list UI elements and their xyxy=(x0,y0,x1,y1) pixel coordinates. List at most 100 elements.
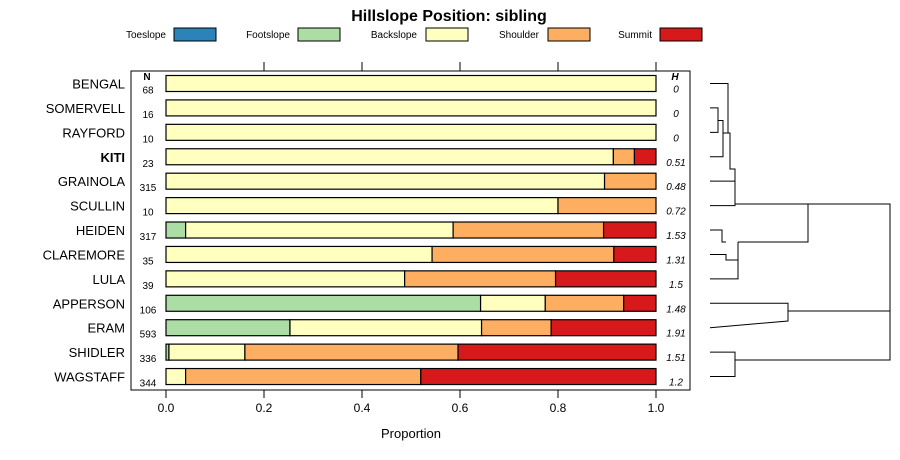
soil-label-bengal: BENGAL xyxy=(72,77,125,92)
bar-segment-shoulder xyxy=(480,319,552,337)
legend-label-shoulder: Shoulder xyxy=(499,30,540,41)
soil-label-shidler: SHIDLER xyxy=(69,345,125,360)
soil-label-lula: LULA xyxy=(92,272,125,287)
h-value: 1.2 xyxy=(669,378,683,389)
dendrogram-branch xyxy=(710,253,739,264)
bar-segment-shoulder xyxy=(544,294,625,312)
n-value: 68 xyxy=(142,86,154,97)
bar-segment-summit xyxy=(554,270,657,288)
bar-segment-backslope xyxy=(185,221,454,239)
bar-segment-backslope xyxy=(168,343,246,361)
bar-segment-footslope xyxy=(165,294,482,312)
h-value: 0.51 xyxy=(666,158,685,169)
bar-segment-backslope xyxy=(165,197,559,215)
bar-segment-backslope xyxy=(289,319,483,337)
bar-segment-shoulder xyxy=(612,148,636,166)
bar-segment-shoulder xyxy=(404,270,557,288)
bar-segment-shoulder xyxy=(244,343,459,361)
bar-rows: BENGAL 68 0 SOMERVELL 16 0 RAYFORD 10 0 KITI 23 0.5… xyxy=(43,74,686,390)
row-somervell: SOMERVELL 16 0 xyxy=(46,99,679,121)
row-bengal: BENGAL 68 0 xyxy=(72,74,679,97)
h-value: 1.53 xyxy=(666,231,686,242)
h-value: 0 xyxy=(673,85,679,96)
bar-segment-shoulder xyxy=(557,197,657,215)
n-value: 10 xyxy=(142,208,154,219)
h-value: 1.51 xyxy=(666,353,685,364)
bar-segment-backslope xyxy=(165,245,433,264)
bar-segment-backslope xyxy=(165,270,406,288)
legend-label-backslope: Backslope xyxy=(371,30,418,41)
soil-label-rayford: RAYFORD xyxy=(62,125,125,140)
n-column-header: N xyxy=(143,72,150,83)
soil-label-kiti: KITI xyxy=(100,150,125,165)
x-tick-label: 0.8 xyxy=(550,401,567,415)
n-value: 10 xyxy=(142,134,154,145)
soil-label-eram: ERAM xyxy=(87,321,125,336)
h-value: 1.91 xyxy=(666,329,685,340)
x-tick-label: 0.4 xyxy=(354,401,371,415)
bar-segment-footslope xyxy=(165,221,187,239)
legend-swatch-footslope xyxy=(297,27,341,42)
legend-swatch-shoulder xyxy=(547,27,591,42)
n-value: 16 xyxy=(142,110,154,121)
row-shidler: SHIDLER 336 1.51 xyxy=(69,343,686,365)
soil-label-claremore: CLAREMORE xyxy=(43,247,126,262)
n-value: 315 xyxy=(140,183,157,194)
row-grainola: GRAINOLA 315 0.48 xyxy=(58,172,686,194)
row-apperson: APPERSON 106 1.48 xyxy=(53,294,686,316)
bar-segment-backslope xyxy=(479,294,546,312)
h-value: 0.72 xyxy=(666,207,686,218)
n-value: 106 xyxy=(140,305,157,316)
bar-segment-backslope xyxy=(165,367,187,386)
legend-label-summit: Summit xyxy=(618,30,652,41)
row-rayford: RAYFORD 10 0 xyxy=(62,123,679,145)
legend-swatch-backslope xyxy=(425,27,469,42)
h-value: 1.31 xyxy=(666,255,685,266)
soil-label-scullin: SCULLIN xyxy=(70,199,125,214)
bar-segment-summit xyxy=(457,343,657,361)
chart-title: Hillslope Position: sibling xyxy=(351,8,547,25)
row-claremore: CLAREMORE 35 1.31 xyxy=(43,245,686,267)
dendrogram-branch xyxy=(735,311,891,361)
dendrogram-branch xyxy=(710,120,724,158)
n-value: 317 xyxy=(140,232,157,243)
bar-segment-backslope xyxy=(165,99,657,117)
bar-segment-summit xyxy=(420,367,657,386)
h-value: 0 xyxy=(673,133,679,144)
legend: Toeslope Footslope Backslope Shoulder Summit xyxy=(126,27,703,42)
soil-label-somervell: SOMERVELL xyxy=(46,101,125,116)
h-value: 0.48 xyxy=(666,182,686,193)
row-kiti: KITI 23 0.51 xyxy=(100,148,686,170)
n-value: 344 xyxy=(140,379,157,390)
row-scullin: SCULLIN 10 0.72 xyxy=(70,197,686,219)
bar-segment-footslope xyxy=(165,319,291,337)
n-value: 336 xyxy=(140,354,157,365)
bar-segment-shoulder xyxy=(603,172,657,190)
soil-label-grainola: GRAINOLA xyxy=(58,174,126,189)
row-eram: ERAM 593 1.91 xyxy=(87,319,686,341)
bar-segment-summit xyxy=(633,148,657,166)
x-tick-label: 0.0 xyxy=(158,401,175,415)
bar-segment-summit xyxy=(613,245,657,264)
plot-frame xyxy=(130,70,691,391)
dendrogram-branch xyxy=(710,83,729,133)
bar-segment-backslope xyxy=(165,172,606,190)
dendrogram-branch xyxy=(709,302,789,329)
dendrogram-branch xyxy=(734,169,809,243)
bar-segment-shoulder xyxy=(185,367,422,386)
bar-segment-backslope xyxy=(165,148,614,166)
bar-segment-backslope xyxy=(165,123,657,141)
dendrogram-branch xyxy=(710,242,739,280)
dendrogram-branch xyxy=(788,203,891,312)
bar-segment-backslope xyxy=(165,74,657,93)
h-value: 1.5 xyxy=(669,280,683,291)
x-tick-label: 0.2 xyxy=(256,401,273,415)
dendrogram xyxy=(709,83,891,378)
soil-label-heiden: HEIDEN xyxy=(76,223,125,238)
row-lula: LULA 39 1.5 xyxy=(92,270,683,292)
dendrogram-branch xyxy=(710,180,736,207)
dendrogram-branch xyxy=(710,351,736,378)
row-wagstaff: WAGSTAFF 344 1.2 xyxy=(54,367,683,390)
soil-label-wagstaff: WAGSTAFF xyxy=(54,370,125,385)
